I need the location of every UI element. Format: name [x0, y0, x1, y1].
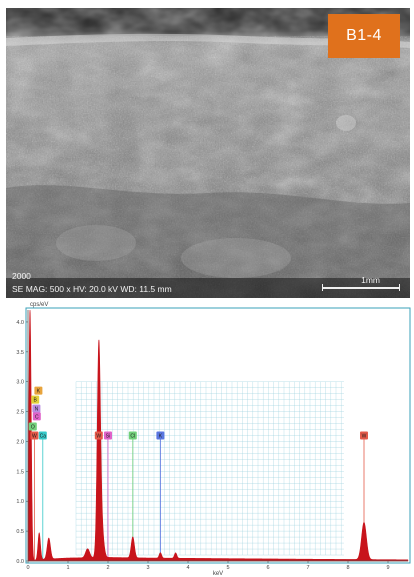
element-marker-box [28, 422, 37, 431]
element-marker-label: Ca [40, 434, 47, 440]
y-tick-label: 3.5 [16, 350, 24, 356]
x-tick-label: 8 [346, 565, 349, 571]
scalebar [322, 284, 400, 291]
element-marker-box [30, 431, 39, 440]
spectrum-curve [27, 309, 409, 562]
element-marker-box [156, 431, 165, 440]
sample-badge: B1-4 [328, 14, 400, 58]
element-marker-box [31, 395, 40, 404]
element-marker-label: C [35, 414, 39, 420]
y-tick-label: 4.0 [16, 320, 24, 326]
element-marker-label: O [31, 425, 35, 431]
y-tick-label: 0.5 [16, 529, 24, 535]
element-marker-label: K [37, 389, 41, 395]
element-marker-label: B [34, 398, 38, 404]
eds-spectrum-panel: K B N C O W Ca W Si Cl K W 0.0 0.5 1.0 1.5 2.0 2.5 3.0 3.5… [0, 300, 414, 577]
grid [75, 381, 344, 556]
y-tick-label: 0.0 [16, 559, 24, 565]
x-tick-label: 2 [106, 565, 109, 571]
axes: 0.0 0.5 1.0 1.5 2.0 2.5 3.0 3.5 4.0 0 1 2 3 4 5 6 7 8 9 [16, 310, 408, 571]
x-tick-label: 3 [146, 565, 149, 571]
y-tick-label: 3.0 [16, 380, 24, 386]
element-marker-label: Cl [130, 434, 135, 440]
element-marker-box [104, 431, 112, 440]
x-tick-label: 5 [226, 565, 229, 571]
x-tick-label: 1 [66, 565, 69, 571]
element-marker-box [360, 431, 368, 440]
sem-corner-label: 2000 [12, 271, 31, 281]
y-tick-label: 2.5 [16, 410, 24, 416]
x-tick-label: 7 [306, 565, 309, 571]
element-marker-box [128, 431, 137, 440]
element-marker-label: K [159, 434, 163, 440]
x-axis-label: keV [213, 571, 223, 577]
element-marker-label: Si [106, 434, 110, 440]
element-marker-box [34, 386, 43, 395]
element-marker-box [32, 404, 41, 413]
element-marker-box [32, 412, 41, 421]
y-tick-label: 1.0 [16, 499, 24, 505]
y-tick-label: 2.0 [16, 439, 24, 445]
sem-micrograph: B1-4 2000 SE MAG: 500 x HV: 20.0 kV WD: … [6, 8, 410, 298]
element-marker-label: W [32, 434, 37, 440]
scalebar-label: 1mm [361, 275, 380, 285]
sem-info-line: SE MAG: 500 x HV: 20.0 kV WD: 11.5 mm [12, 284, 172, 294]
sem-info-bar [6, 278, 410, 298]
element-marker-label: W [362, 434, 367, 440]
element-marker-box [94, 431, 103, 440]
x-tick-label: 6 [266, 565, 269, 571]
spectrum [27, 309, 409, 562]
element-marker-label: W [96, 434, 101, 440]
x-tick-label: 0 [26, 565, 29, 571]
y-unit-label: cps/eV [30, 302, 48, 308]
y-tick-label: 1.5 [16, 469, 24, 475]
element-marker-box [38, 431, 47, 440]
x-tick-label: 9 [386, 565, 389, 571]
element-marker-label: N [35, 407, 39, 413]
x-tick-label: 4 [186, 565, 189, 571]
